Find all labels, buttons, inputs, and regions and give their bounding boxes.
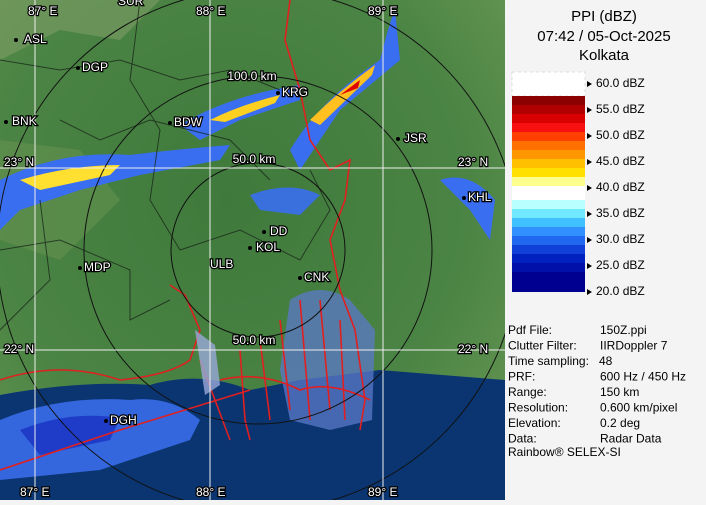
grid-label: 87° E: [28, 4, 57, 18]
terrain: [0, 0, 160, 60]
legend-tick: [587, 185, 592, 191]
echo: [20, 165, 120, 190]
footer: Rainbow® SELEX-SI: [508, 445, 621, 459]
echo: [210, 95, 280, 122]
legend-label: 60.0 dBZ: [596, 76, 645, 90]
info-value: IIRDoppler 7: [600, 339, 668, 353]
info-label: Data:: [508, 432, 537, 446]
legend: 60.0 dBZ 55.0 dBZ 50.0 dBZ 45.0 dBZ 40.0 dBZ…: [587, 76, 645, 298]
info-value: 150 km: [600, 385, 639, 399]
info-value: 0.2 deg: [600, 416, 640, 430]
echo: [250, 187, 320, 215]
info-value: 0.600 km/pixel: [600, 401, 677, 415]
legend-label: 45.0 dBZ: [596, 154, 645, 168]
info-label: Clutter Filter:: [508, 339, 577, 353]
legend-label: 40.0 dBZ: [596, 180, 645, 194]
info-table: Pdf File: 150Z.ppi Clutter Filter: IIRDoppl…: [508, 323, 686, 446]
range-rings: [0, 0, 505, 500]
station: Kolkata: [579, 47, 630, 64]
scan-time: 07:42 / 05-Oct-2025: [537, 28, 670, 45]
range-label: 50.0 km: [233, 152, 276, 166]
place-label: DGH: [110, 413, 137, 427]
product-title: PPI (dBZ): [571, 8, 637, 25]
grid-label: 23° N: [458, 155, 488, 169]
grid-label: 23° N: [4, 155, 34, 169]
place-label: KHL: [468, 190, 492, 204]
map: 87° E 88° E 89° E 23° N 23° N 22° N 22° …: [0, 0, 505, 500]
place-label: DGP: [82, 60, 108, 74]
side-panel: PPI (dBZ) 07:42 / 05-Oct-2025 Kolkata 60…: [505, 0, 706, 500]
place-label: KOL: [256, 240, 280, 254]
info-label: Elevation:: [508, 416, 561, 430]
info-value: 150Z.ppi: [600, 323, 647, 337]
legend-tick: [587, 263, 592, 269]
legend-label: 25.0 dBZ: [596, 258, 645, 272]
info-label: Pdf File:: [508, 323, 552, 337]
legend-label: 20.0 dBZ: [596, 284, 645, 298]
place-label: CNK: [304, 270, 329, 284]
echo: [20, 415, 120, 455]
place-label: SUR: [118, 0, 144, 8]
estuary: [195, 330, 220, 395]
range-label: 50.0 km: [233, 333, 276, 347]
place-label: ASL: [24, 32, 47, 46]
district-borders: [0, 0, 331, 331]
range-label: 100.0 km: [227, 69, 276, 83]
grid-label: 88° E: [196, 485, 225, 499]
graticule: [0, 0, 505, 500]
echo: [310, 65, 375, 125]
legend-tick: [587, 211, 592, 217]
echo: [340, 80, 360, 95]
place-label: MDP: [84, 260, 111, 274]
place-label: BDW: [174, 115, 203, 129]
legend-label: 50.0 dBZ: [596, 128, 645, 142]
grid-label: 89° E: [368, 4, 397, 18]
boundaries: [0, 0, 371, 471]
place-label: DD: [270, 224, 288, 238]
grid-label: 88° E: [196, 4, 225, 18]
legend-tick: [587, 289, 592, 295]
legend-tick: [587, 107, 592, 113]
grid-label: 89° E: [368, 485, 397, 499]
info-label: Range:: [508, 385, 547, 399]
place-label: ULB: [210, 257, 233, 271]
legend-tick: [587, 81, 592, 87]
info-label: PRF:: [508, 370, 535, 384]
grid-label: 87° E: [20, 485, 49, 499]
colorbar: [511, 71, 586, 292]
info-label: Time sampling:: [508, 354, 589, 368]
grid-label: 22° N: [458, 342, 488, 356]
place-dots: [4, 38, 466, 423]
echo: [280, 290, 375, 430]
info-value: 600 Hz / 450 Hz: [600, 370, 686, 384]
legend-label: 30.0 dBZ: [596, 232, 645, 246]
place-label: BNK: [12, 114, 37, 128]
info-value: 48: [599, 354, 613, 368]
legend-tick: [587, 159, 592, 165]
legend-tick: [587, 133, 592, 139]
echo: [440, 177, 495, 240]
legend-label: 35.0 dBZ: [596, 206, 645, 220]
info-label: Resolution:: [508, 401, 568, 415]
info-value: Radar Data: [600, 432, 662, 446]
grid-label: 22° N: [4, 342, 34, 356]
legend-tick: [587, 237, 592, 243]
place-label: KRG: [282, 85, 308, 99]
place-label: JSR: [404, 131, 427, 145]
legend-label: 55.0 dBZ: [596, 102, 645, 116]
echo: [0, 145, 230, 230]
